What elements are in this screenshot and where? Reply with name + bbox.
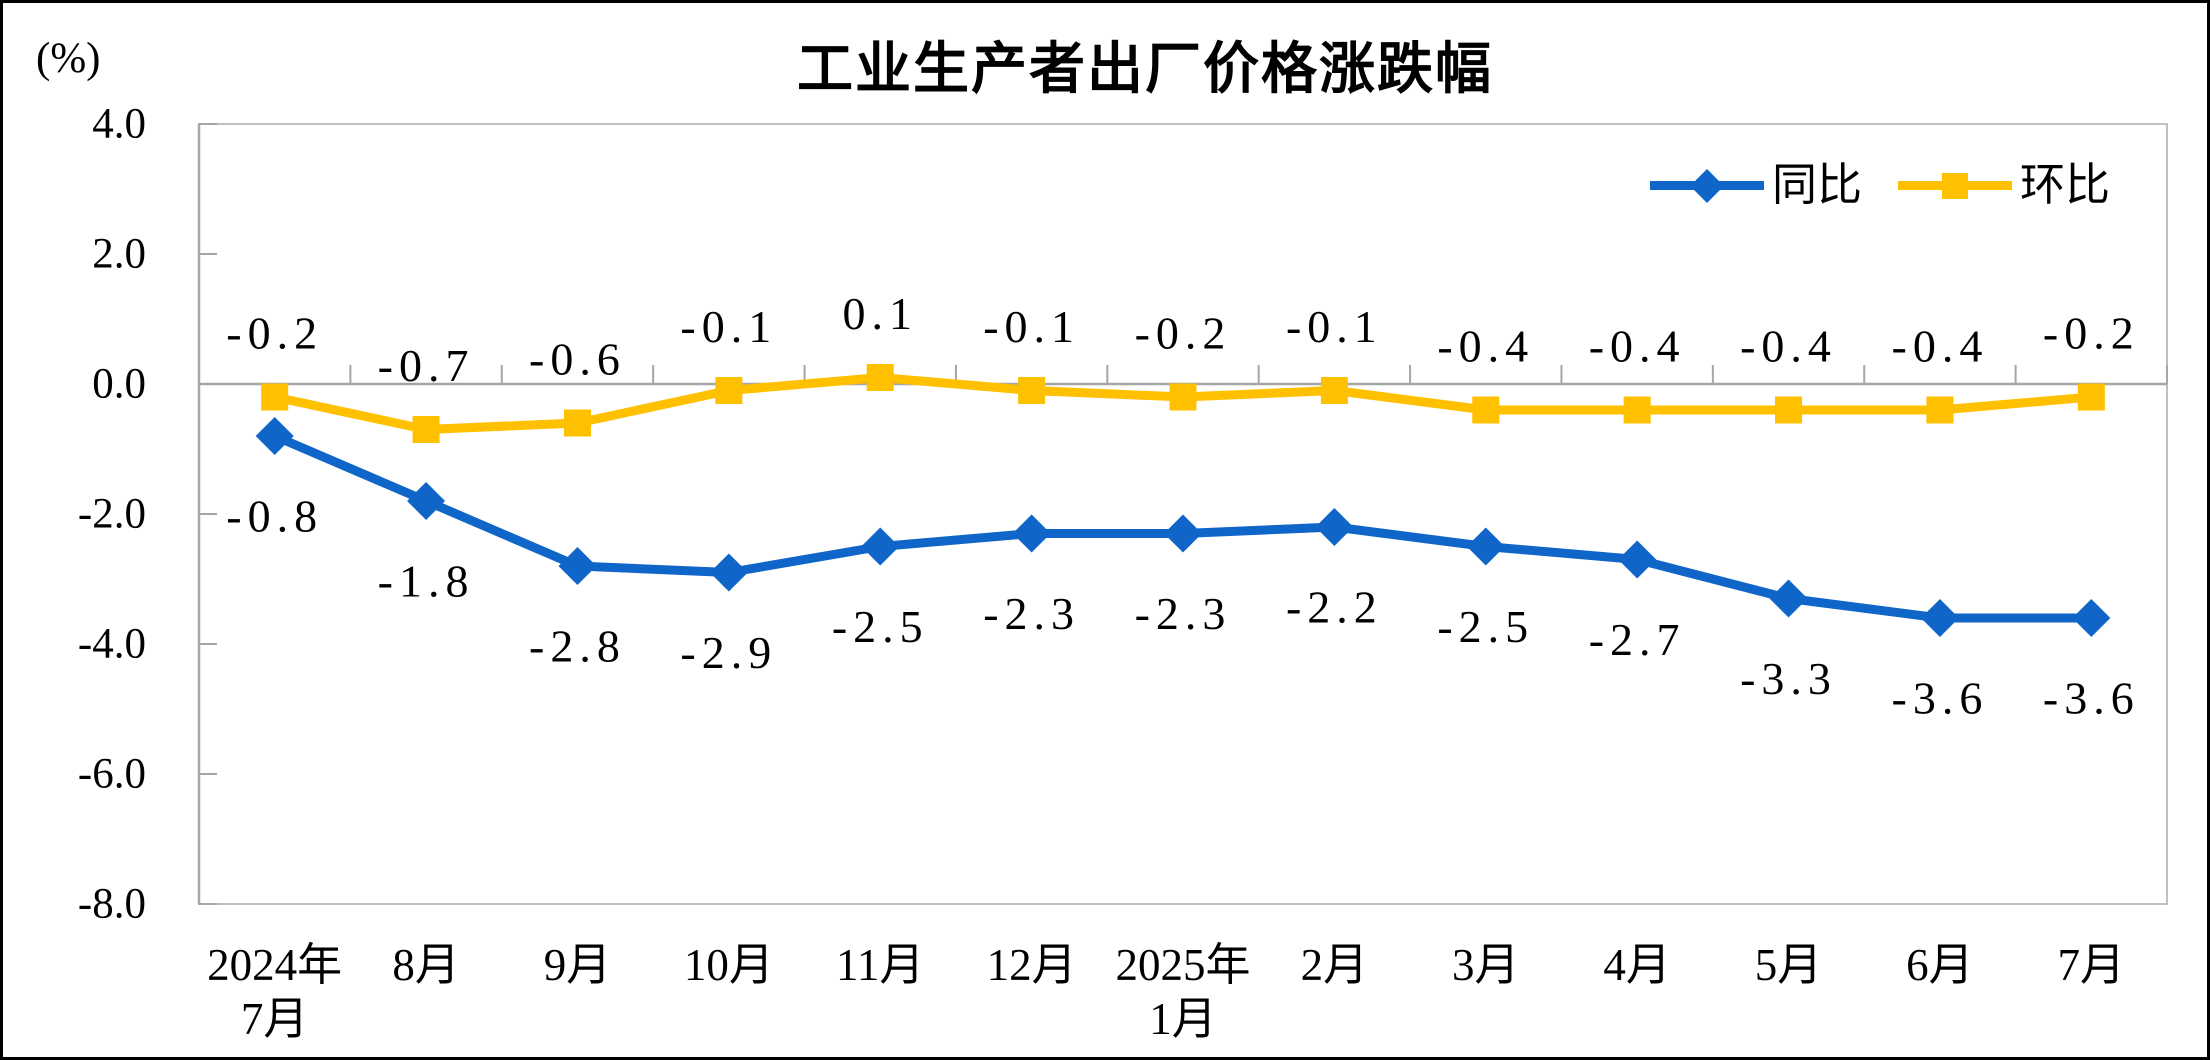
data-label: -0.2 — [226, 308, 323, 359]
plot-border — [198, 123, 2168, 905]
y-tick-label: -6.0 — [78, 751, 146, 798]
x-axis-label: 2025年 — [1115, 940, 1250, 990]
data-label: -3.3 — [1740, 653, 1837, 704]
square-marker-icon — [2077, 383, 2105, 411]
square-marker-icon — [715, 377, 743, 404]
y-tick-label: 4.0 — [92, 101, 146, 148]
data-label: -0.1 — [1286, 301, 1383, 352]
data-label: -3.6 — [1892, 673, 1989, 724]
legend-label-huanbi: 环比 — [2020, 160, 2111, 210]
square-marker-icon — [1926, 396, 1954, 424]
x-axis-label: 4月 — [1603, 940, 1671, 990]
legend: 同比 环比 — [1650, 163, 2110, 208]
data-label: -0.4 — [1892, 321, 1989, 372]
x-axis-label: 7月 — [2058, 940, 2126, 990]
data-label: -2.5 — [1437, 601, 1534, 652]
x-axis-label: 7月 — [241, 994, 309, 1044]
x-axis-label: 12月 — [987, 940, 1077, 990]
legend-item-tongbi: 同比 — [1650, 163, 1862, 208]
data-label: -2.8 — [529, 621, 626, 672]
y-tick-label: 0.0 — [92, 361, 146, 408]
x-axis-label: 8月 — [392, 940, 460, 990]
square-marker-icon — [1018, 377, 1046, 404]
x-axis-label: 10月 — [684, 940, 774, 990]
diamond-marker-icon — [1164, 514, 1202, 553]
diamond-marker-icon — [1618, 540, 1657, 579]
data-label: -2.3 — [983, 588, 1080, 639]
data-label: -0.1 — [983, 301, 1080, 352]
diamond-marker-icon — [861, 527, 900, 566]
y-tick-label: -4.0 — [78, 621, 146, 668]
data-label: -0.4 — [1740, 321, 1837, 372]
data-label: -0.2 — [2043, 308, 2140, 359]
y-tick-label: 2.0 — [92, 231, 146, 278]
data-label: -0.7 — [378, 340, 475, 391]
legend-line-sample-huanbi — [1898, 172, 2013, 199]
diamond-marker-icon — [1012, 514, 1051, 553]
y-tick-label: -8.0 — [78, 881, 146, 928]
data-label: -0.6 — [529, 334, 626, 385]
square-marker-icon — [563, 409, 591, 437]
diamond-marker-icon — [1315, 508, 1354, 546]
diamond-marker-icon — [1690, 168, 1724, 203]
square-marker-icon — [1320, 377, 1348, 404]
diamond-marker-icon — [1769, 579, 1808, 618]
diamond-marker-icon — [558, 547, 597, 585]
chart-title: 工业生产者出厂价格涨跌幅 — [797, 37, 1493, 102]
diamond-marker-icon — [255, 417, 294, 455]
x-axis-label: 9月 — [544, 940, 612, 990]
data-label: -2.7 — [1589, 614, 1686, 665]
data-label: -0.2 — [1135, 308, 1232, 359]
x-axis-label: 2月 — [1301, 940, 1369, 990]
square-marker-icon — [1169, 383, 1197, 411]
square-marker-icon — [1942, 172, 1969, 199]
data-label: -2.2 — [1286, 582, 1383, 633]
legend-item-huanbi: 环比 — [1898, 163, 2110, 208]
x-axis-label: 11月 — [836, 940, 924, 990]
data-label: -0.4 — [1589, 321, 1686, 372]
x-axis-label: 3月 — [1452, 940, 1520, 990]
data-label: -3.6 — [2043, 673, 2140, 724]
x-axis-label: 2024年 — [207, 940, 342, 990]
data-label: -2.9 — [680, 627, 777, 678]
x-axis-label: 5月 — [1755, 940, 1823, 990]
legend-label-tongbi: 同比 — [1772, 160, 1863, 210]
legend-line-sample-tongbi — [1650, 168, 1764, 203]
square-marker-icon — [261, 383, 289, 411]
diamond-marker-icon — [407, 482, 446, 520]
square-marker-icon — [412, 416, 440, 443]
y-tick-label: -2.0 — [78, 491, 146, 538]
data-label: 0.1 — [842, 288, 918, 339]
data-label: -0.8 — [226, 491, 323, 542]
diamond-marker-icon — [709, 553, 748, 592]
diamond-marker-icon — [1920, 599, 1959, 637]
x-axis-label: 6月 — [1906, 940, 1974, 990]
square-marker-icon — [1775, 396, 1803, 424]
data-label: -1.8 — [378, 556, 475, 607]
square-marker-icon — [1623, 396, 1651, 424]
data-label: -0.4 — [1437, 321, 1534, 372]
y-axis-unit-label: (%) — [36, 35, 101, 82]
data-label: -0.1 — [680, 301, 777, 352]
square-marker-icon — [1472, 396, 1500, 424]
data-label: -2.5 — [832, 601, 929, 652]
diamond-marker-icon — [2072, 599, 2111, 637]
data-label: -2.3 — [1135, 588, 1232, 639]
x-axis-label: 1月 — [1149, 994, 1217, 1044]
diamond-marker-icon — [1466, 527, 1505, 566]
square-marker-icon — [866, 364, 894, 391]
